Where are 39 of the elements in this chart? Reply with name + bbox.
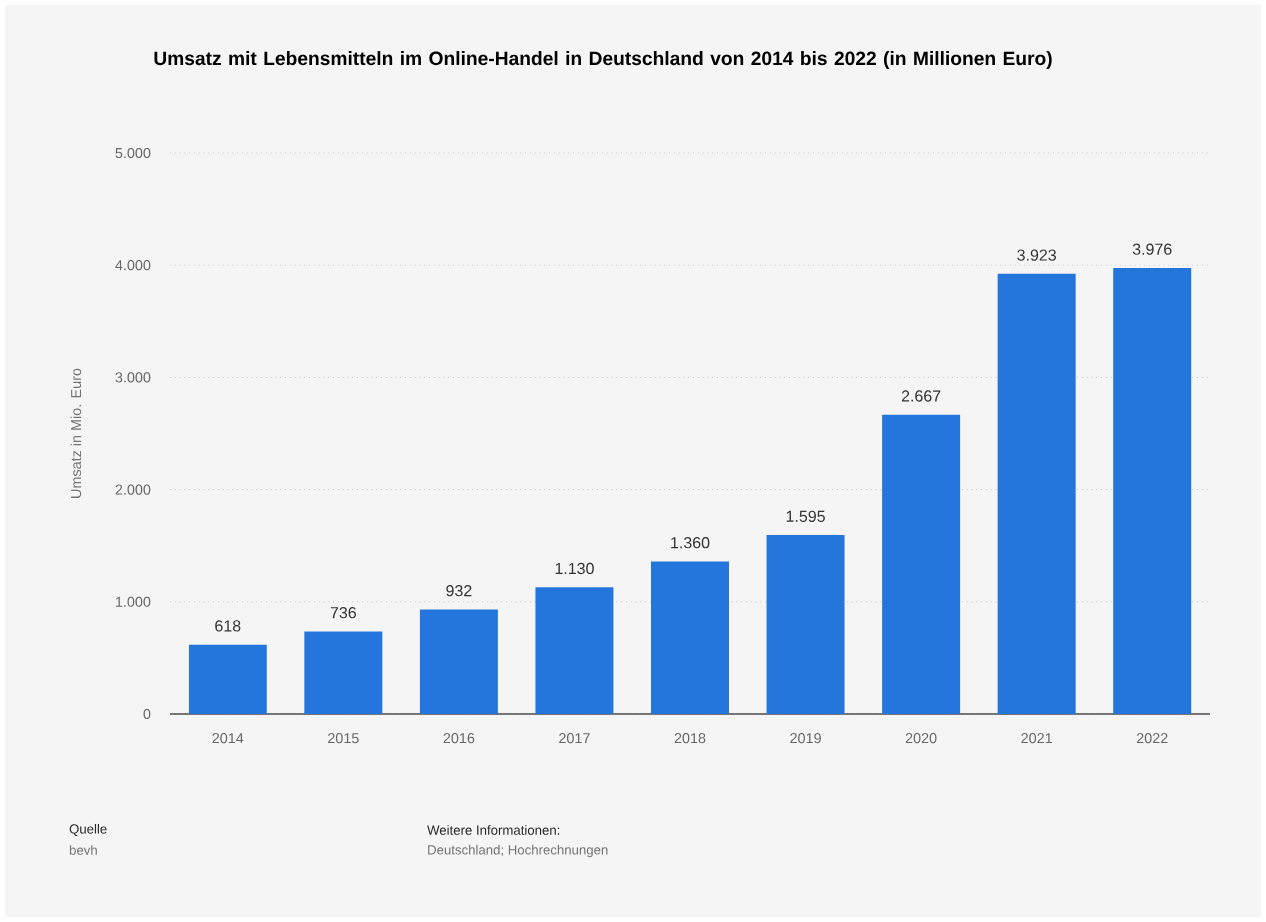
y-tick-label: 4.000: [115, 260, 151, 271]
data-label: 736: [330, 607, 356, 619]
text: Deutschland; Hochrechnungen: [428, 844, 608, 858]
bar: [997, 273, 1076, 714]
x-tick-label: 2021: [1021, 733, 1052, 744]
y-tick-label: 5.000: [115, 147, 151, 159]
x-tick-label: 2015: [328, 733, 359, 744]
x-tick-label: 2022: [1136, 733, 1168, 744]
data-label: 1.595: [786, 510, 825, 522]
y-tick-label: 2.000: [115, 484, 151, 495]
bar: [651, 561, 729, 714]
y-tick-label: 3.000: [115, 372, 151, 383]
text: bevh: [69, 845, 97, 855]
y-tick-label: 0: [143, 708, 151, 720]
data-label: 618: [215, 620, 241, 632]
chart-title: Umsatz mit Lebensmitteln im Online-Handel in Deutschland von 2014 bis 2022 (in Millionen Euro): [154, 51, 1052, 69]
data-label: 3.976: [1132, 243, 1172, 255]
x-tick-label: 2020: [905, 733, 937, 744]
bar: [882, 414, 961, 714]
x-tick-label: 2019: [790, 733, 821, 744]
x-tick-label: 2018: [674, 733, 706, 744]
text: Weitere Informationen:: [427, 825, 560, 835]
data-label: 1.130: [555, 562, 594, 575]
bar: [419, 609, 498, 714]
data-label: 3.923: [1017, 249, 1056, 261]
x-tick-label: 2016: [443, 733, 475, 744]
data-label: 932: [446, 585, 472, 597]
data-label: 1.360: [671, 537, 710, 549]
bar: [188, 644, 267, 714]
y-tick-label: 1.000: [116, 596, 151, 607]
bar: [1113, 267, 1192, 714]
text: Quelle: [69, 823, 107, 837]
y-axis-title: Umsatz in Mio. Euro: [70, 368, 82, 498]
bar: [766, 535, 845, 714]
x-tick-label: 2017: [559, 733, 590, 744]
x-tick-label: 2014: [212, 733, 244, 744]
bar: [535, 587, 614, 714]
data-label: 2.667: [901, 390, 941, 402]
bar: [304, 631, 383, 714]
